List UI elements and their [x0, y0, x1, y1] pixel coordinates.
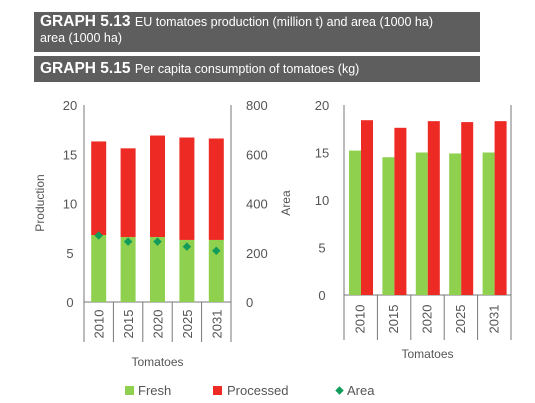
x-tick-label: 2031 — [486, 305, 501, 334]
graph-513-title: EU tomatoes production (million t) and a… — [134, 15, 433, 29]
x-tick-label: 2015 — [386, 305, 401, 334]
bar-processed — [91, 141, 107, 236]
x-tick-label: 2025 — [453, 305, 468, 334]
x-tick-label: 2031 — [209, 310, 224, 339]
graph-513-title-continuation: area (1000 ha) — [40, 31, 123, 45]
bar-fresh — [449, 153, 462, 295]
bar-fresh — [349, 150, 361, 295]
y-tick-label: 15 — [63, 147, 77, 162]
legend-fresh-swatch — [125, 386, 134, 395]
legend-processed-label: Processed — [227, 383, 288, 398]
graph-513-number: GRAPH 5.13 — [40, 13, 131, 30]
area-marker — [212, 246, 221, 256]
bar-processed — [494, 121, 507, 296]
x-axis-title: Tomatoes — [401, 347, 453, 361]
y-tick-label: 10 — [315, 193, 329, 208]
bar-processed — [208, 138, 224, 240]
bar-fresh — [179, 239, 195, 302]
bar-fresh — [91, 235, 107, 302]
x-tick-label: 2010 — [92, 310, 107, 339]
legend-fresh-label: Fresh — [138, 383, 171, 398]
bar-fresh — [382, 157, 395, 295]
y2-tick-label: 0 — [246, 295, 253, 310]
y-tick-label: 5 — [66, 246, 73, 261]
area-marker — [182, 242, 192, 251]
y2-axis-title: Area — [279, 190, 293, 216]
graph-515-title: Per capita consumption of tomatoes (kg) — [134, 62, 360, 76]
bar-fresh — [120, 236, 136, 302]
bar-processed — [461, 122, 474, 295]
area-marker — [153, 237, 162, 246]
bar-processed — [427, 121, 440, 296]
legend: Fresh Processed Area — [125, 383, 375, 398]
bar-processed — [179, 137, 195, 240]
y-tick-label: 0 — [66, 295, 73, 310]
graph-513-banner: GRAPH 5.13 EU tomatoes production (milli… — [34, 12, 480, 52]
y-tick-label: 5 — [318, 241, 325, 256]
y-tick-label: 20 — [63, 98, 77, 113]
y-tick-label: 0 — [318, 288, 325, 303]
area-marker — [123, 237, 133, 246]
bar-fresh — [208, 239, 224, 302]
x-tick-label: 2025 — [180, 310, 195, 339]
bar-processed — [361, 120, 373, 295]
bar-processed — [120, 148, 136, 237]
production-area-chart: 2010 2015 2020 2025 203120151050800600400200… — [33, 98, 293, 369]
y2-tick-label: 600 — [246, 147, 268, 162]
x-axis-title: Tomatoes — [131, 355, 183, 369]
bar-fresh — [415, 152, 428, 295]
y-tick-label: 10 — [63, 197, 77, 212]
x-tick-label: 2020 — [151, 310, 166, 339]
area-marker — [94, 231, 103, 240]
x-tick-label: 2010 — [353, 305, 368, 334]
graph-515-banner: GRAPH 5.15 Per capita consumption of tom… — [34, 56, 480, 82]
bar-processed — [150, 135, 165, 237]
legend-area-marker — [335, 386, 344, 395]
bar-processed — [394, 127, 407, 295]
y2-tick-label: 400 — [246, 197, 268, 212]
bar-fresh — [482, 152, 495, 295]
y-axis-title: Production — [33, 174, 47, 231]
x-tick-label: 2015 — [121, 310, 136, 339]
y-tick-label: 20 — [315, 98, 329, 113]
legend-processed-swatch — [213, 386, 222, 395]
legend-area-label: Area — [347, 383, 375, 398]
y-tick-label: 15 — [315, 146, 329, 161]
x-tick-label: 2020 — [420, 305, 435, 334]
bar-fresh — [150, 236, 165, 302]
graph-515-number: GRAPH 5.15 — [40, 60, 131, 77]
y2-tick-label: 800 — [246, 98, 268, 113]
y2-tick-label: 200 — [246, 246, 268, 261]
